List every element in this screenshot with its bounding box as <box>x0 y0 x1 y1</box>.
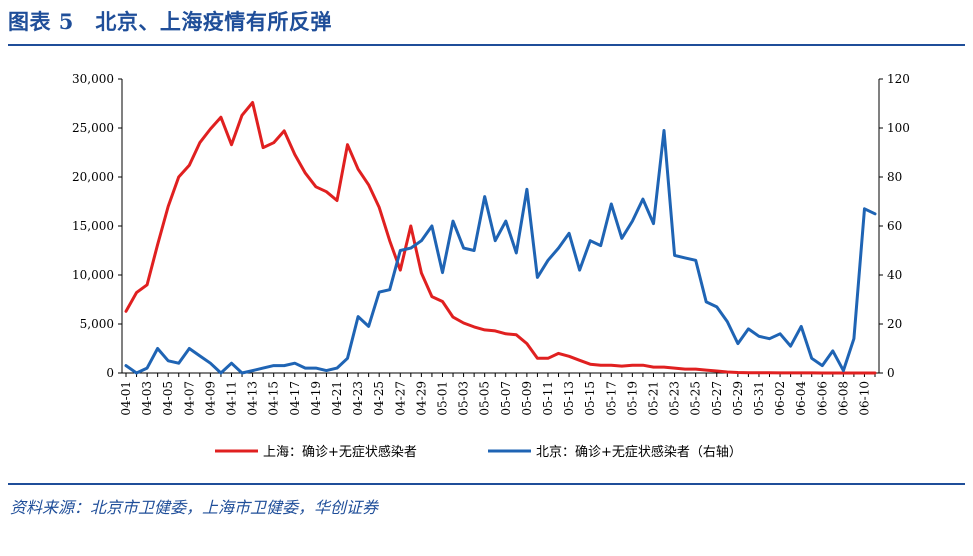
right-tick-label: 120 <box>887 72 910 86</box>
x-tick-label: 06-04 <box>794 381 808 416</box>
axes: 0 5,000 10,000 15,000 20,000 25,000 30,000 0 20 4… <box>72 72 910 416</box>
x-tick-label: 04-29 <box>414 381 428 416</box>
x-tick-label: 05-25 <box>689 381 703 416</box>
x-tick-label: 05-27 <box>710 381 724 416</box>
x-tick-label: 05-19 <box>625 381 639 416</box>
x-tick-label: 06-02 <box>773 381 787 416</box>
x-tick-label: 05-21 <box>646 381 660 416</box>
x-tick-label: 05-07 <box>499 381 513 416</box>
x-tick-label: 04-27 <box>393 381 407 416</box>
left-tick-label: 15,000 <box>72 219 114 233</box>
left-tick-label: 0 <box>106 366 114 380</box>
x-tick-label: 04-05 <box>161 381 175 416</box>
x-tick-label: 05-23 <box>668 381 682 416</box>
legend-shanghai-label: 上海：确诊+无症状感染者 <box>263 444 417 460</box>
x-tick-label: 04-25 <box>372 381 386 416</box>
left-tick-label: 5,000 <box>80 317 114 331</box>
x-tick-label: 05-15 <box>583 381 597 416</box>
right-tick-label: 0 <box>887 366 895 380</box>
right-tick-label: 100 <box>887 121 910 135</box>
x-tick-label: 05-05 <box>478 381 492 416</box>
left-tick-label: 25,000 <box>72 121 114 135</box>
x-tick-label: 05-03 <box>457 381 471 416</box>
x-tick-label: 06-08 <box>836 381 850 416</box>
legend: 上海：确诊+无症状感染者 北京：确诊+无症状感染者（右轴） <box>215 444 742 460</box>
left-tick-label: 20,000 <box>72 170 114 184</box>
x-tick-label: 05-17 <box>604 381 618 416</box>
x-tick-label: 04-03 <box>140 381 154 416</box>
x-tick-label: 05-09 <box>520 381 534 416</box>
x-tick-label: 05-13 <box>562 381 576 416</box>
x-tick-label: 06-10 <box>857 381 871 416</box>
x-tick-label: 04-15 <box>267 381 281 416</box>
x-tick-label: 04-09 <box>203 381 217 416</box>
series-line-beijing <box>124 129 877 375</box>
chart-title: 图表 5 北京、上海疫情有所反弹 <box>8 9 332 34</box>
x-tick-label: 04-19 <box>309 381 323 416</box>
x-tick-label: 04-11 <box>224 381 238 416</box>
x-tick-label: 05-11 <box>541 381 555 416</box>
series-layer <box>124 101 877 375</box>
x-tick-label: 05-29 <box>731 381 745 416</box>
source-divider <box>8 483 965 485</box>
x-tick-label: 06-06 <box>815 381 829 416</box>
x-tick-label: 04-21 <box>330 381 344 416</box>
title-divider <box>8 44 965 46</box>
x-tick-label: 04-23 <box>351 381 365 416</box>
x-tick-label: 04-01 <box>119 381 133 416</box>
x-tick-label: 05-01 <box>435 381 449 416</box>
right-tick-label: 20 <box>887 317 902 331</box>
x-tick-label: 04-17 <box>288 381 302 416</box>
right-tick-label: 80 <box>887 170 902 184</box>
source-note: 资料来源：北京市卫健委，上海市卫健委，华创证券 <box>10 498 379 517</box>
legend-beijing-label: 北京：确诊+无症状感染者（右轴） <box>536 444 742 460</box>
x-tick-label: 04-07 <box>182 381 196 416</box>
right-tick-label: 40 <box>887 268 902 282</box>
left-tick-label: 10,000 <box>72 268 114 282</box>
right-tick-label: 60 <box>887 219 902 233</box>
x-tick-label: 04-13 <box>246 381 260 416</box>
x-tick-label: 05-31 <box>752 381 766 416</box>
left-tick-label: 30,000 <box>72 72 114 86</box>
series-line-shanghai <box>124 101 877 375</box>
